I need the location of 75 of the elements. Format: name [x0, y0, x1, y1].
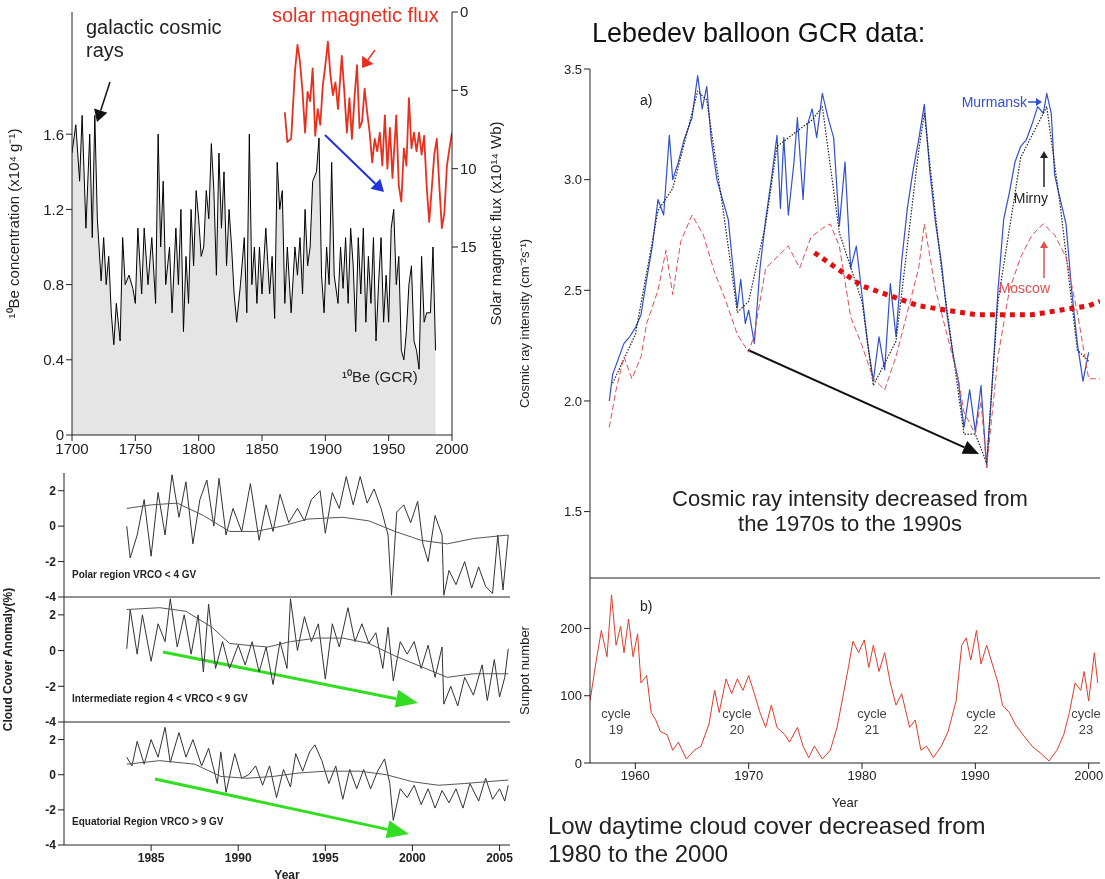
- x-axis-title: Year: [831, 795, 859, 810]
- x-tick-label: 2000: [435, 439, 469, 457]
- y-tick-label: -2: [45, 803, 57, 818]
- y-tick-label: -4: [45, 715, 57, 730]
- y-tick-label: 2.5: [563, 282, 582, 298]
- x-tick-label: 1900: [308, 439, 343, 457]
- y2-tick-label: 5: [460, 81, 469, 99]
- series-label: Murmansk: [960, 94, 1027, 110]
- line-series: [608, 214, 1100, 468]
- y-axis-title: ¹⁰Be concentration (x10⁴ g⁻¹): [5, 128, 23, 319]
- line-series: [126, 760, 509, 786]
- legend-label: Mirny: [1012, 190, 1048, 206]
- y-tick-label: -2: [45, 554, 57, 569]
- y-tick-label: 0.8: [43, 275, 64, 293]
- chart-title: Lebedev balloon GCR data:: [592, 18, 926, 49]
- y2-axis-title: Solar magnetic flux (x10¹⁴ Wb): [487, 121, 505, 326]
- y-tick-label: 3.0: [563, 172, 582, 188]
- y-tick-label: 200: [560, 621, 582, 637]
- y2-tick-label: 0: [460, 3, 469, 21]
- line-series: [283, 40, 452, 230]
- x-tick-label: 2000: [399, 850, 427, 865]
- x-tick-label: 1850: [245, 439, 279, 457]
- annotation: solar magnetic flux: [272, 4, 439, 26]
- x-axis-title: Year: [274, 868, 301, 879]
- y-axis-title: Sunpot number: [516, 625, 532, 715]
- x-tick-label: 1990: [960, 768, 990, 784]
- annotation: cycle 21: [856, 706, 888, 738]
- x-tick-label: 1980: [847, 768, 877, 784]
- y-tick-label: 1.2: [43, 200, 64, 218]
- y2-tick-label: 15: [460, 238, 477, 256]
- x-tick-label: 1970: [734, 768, 764, 784]
- y-tick-label: 1.6: [43, 125, 64, 143]
- y-tick-label: -4: [45, 590, 57, 605]
- annotation: galactic cosmic rays: [86, 16, 223, 62]
- line-series: [126, 607, 509, 678]
- x-tick-label: 2000: [1074, 768, 1104, 784]
- y-axis-title: Cosmic ray intensity (cm⁻²s⁻¹): [516, 238, 532, 409]
- annotation: Equatorial Region VRCO > 9 GV: [72, 816, 225, 828]
- y-tick-label: 2: [49, 483, 57, 498]
- x-tick-label: 1960: [620, 768, 650, 784]
- annotation: cycle 20: [721, 706, 753, 738]
- y-tick-label: 3.5: [563, 61, 582, 77]
- text: Low daytime cloud cover decreased from 1980 to the 2000: [548, 812, 987, 868]
- annotation: b): [640, 598, 654, 615]
- annotation: Cosmic ray intensity decreased from the 1970s to the 1990s: [671, 486, 1029, 537]
- annotation: cycle 22: [965, 706, 997, 738]
- annotation: Polar region VRCO < 4 GV: [72, 569, 198, 581]
- y-tick-label: 100: [560, 688, 582, 704]
- annotation: ¹⁰Be (GCR): [342, 368, 419, 386]
- y-tick-label: 0: [574, 755, 582, 771]
- y-tick-label: 1.5: [563, 504, 582, 520]
- annotation: cycle 19: [600, 706, 632, 738]
- x-tick-label: 1750: [118, 439, 153, 457]
- y-tick-label: 2.0: [563, 393, 582, 409]
- y-axis-title: Cloud Cover Anomaly(%): [1, 587, 16, 732]
- y-tick-label: 0: [49, 643, 57, 658]
- x-tick-label: 1800: [181, 439, 216, 457]
- x-tick-label: 1985: [137, 850, 165, 865]
- y-tick-label: 2: [49, 608, 57, 623]
- y-tick-label: 0: [49, 519, 57, 534]
- legend-label: Moscow: [997, 280, 1050, 296]
- y-tick-label: 0.4: [43, 351, 64, 369]
- y-tick-label: -4: [45, 838, 57, 853]
- x-tick-label: 1995: [311, 850, 339, 865]
- line-series: [126, 502, 509, 545]
- y-tick-label: -2: [45, 679, 57, 694]
- y-tick-label: 2: [49, 732, 57, 747]
- y2-tick-label: 10: [460, 159, 477, 177]
- x-tick-label: 2005: [486, 850, 514, 865]
- annotation: a): [640, 92, 654, 109]
- annotation: cycle 23: [1070, 706, 1102, 738]
- y-tick-label: 0: [49, 767, 57, 782]
- x-tick-label: 1950: [371, 439, 406, 457]
- annotation: Intermediate region 4 < VRCO < 9 GV: [72, 693, 249, 705]
- x-tick-label: 1990: [224, 850, 252, 865]
